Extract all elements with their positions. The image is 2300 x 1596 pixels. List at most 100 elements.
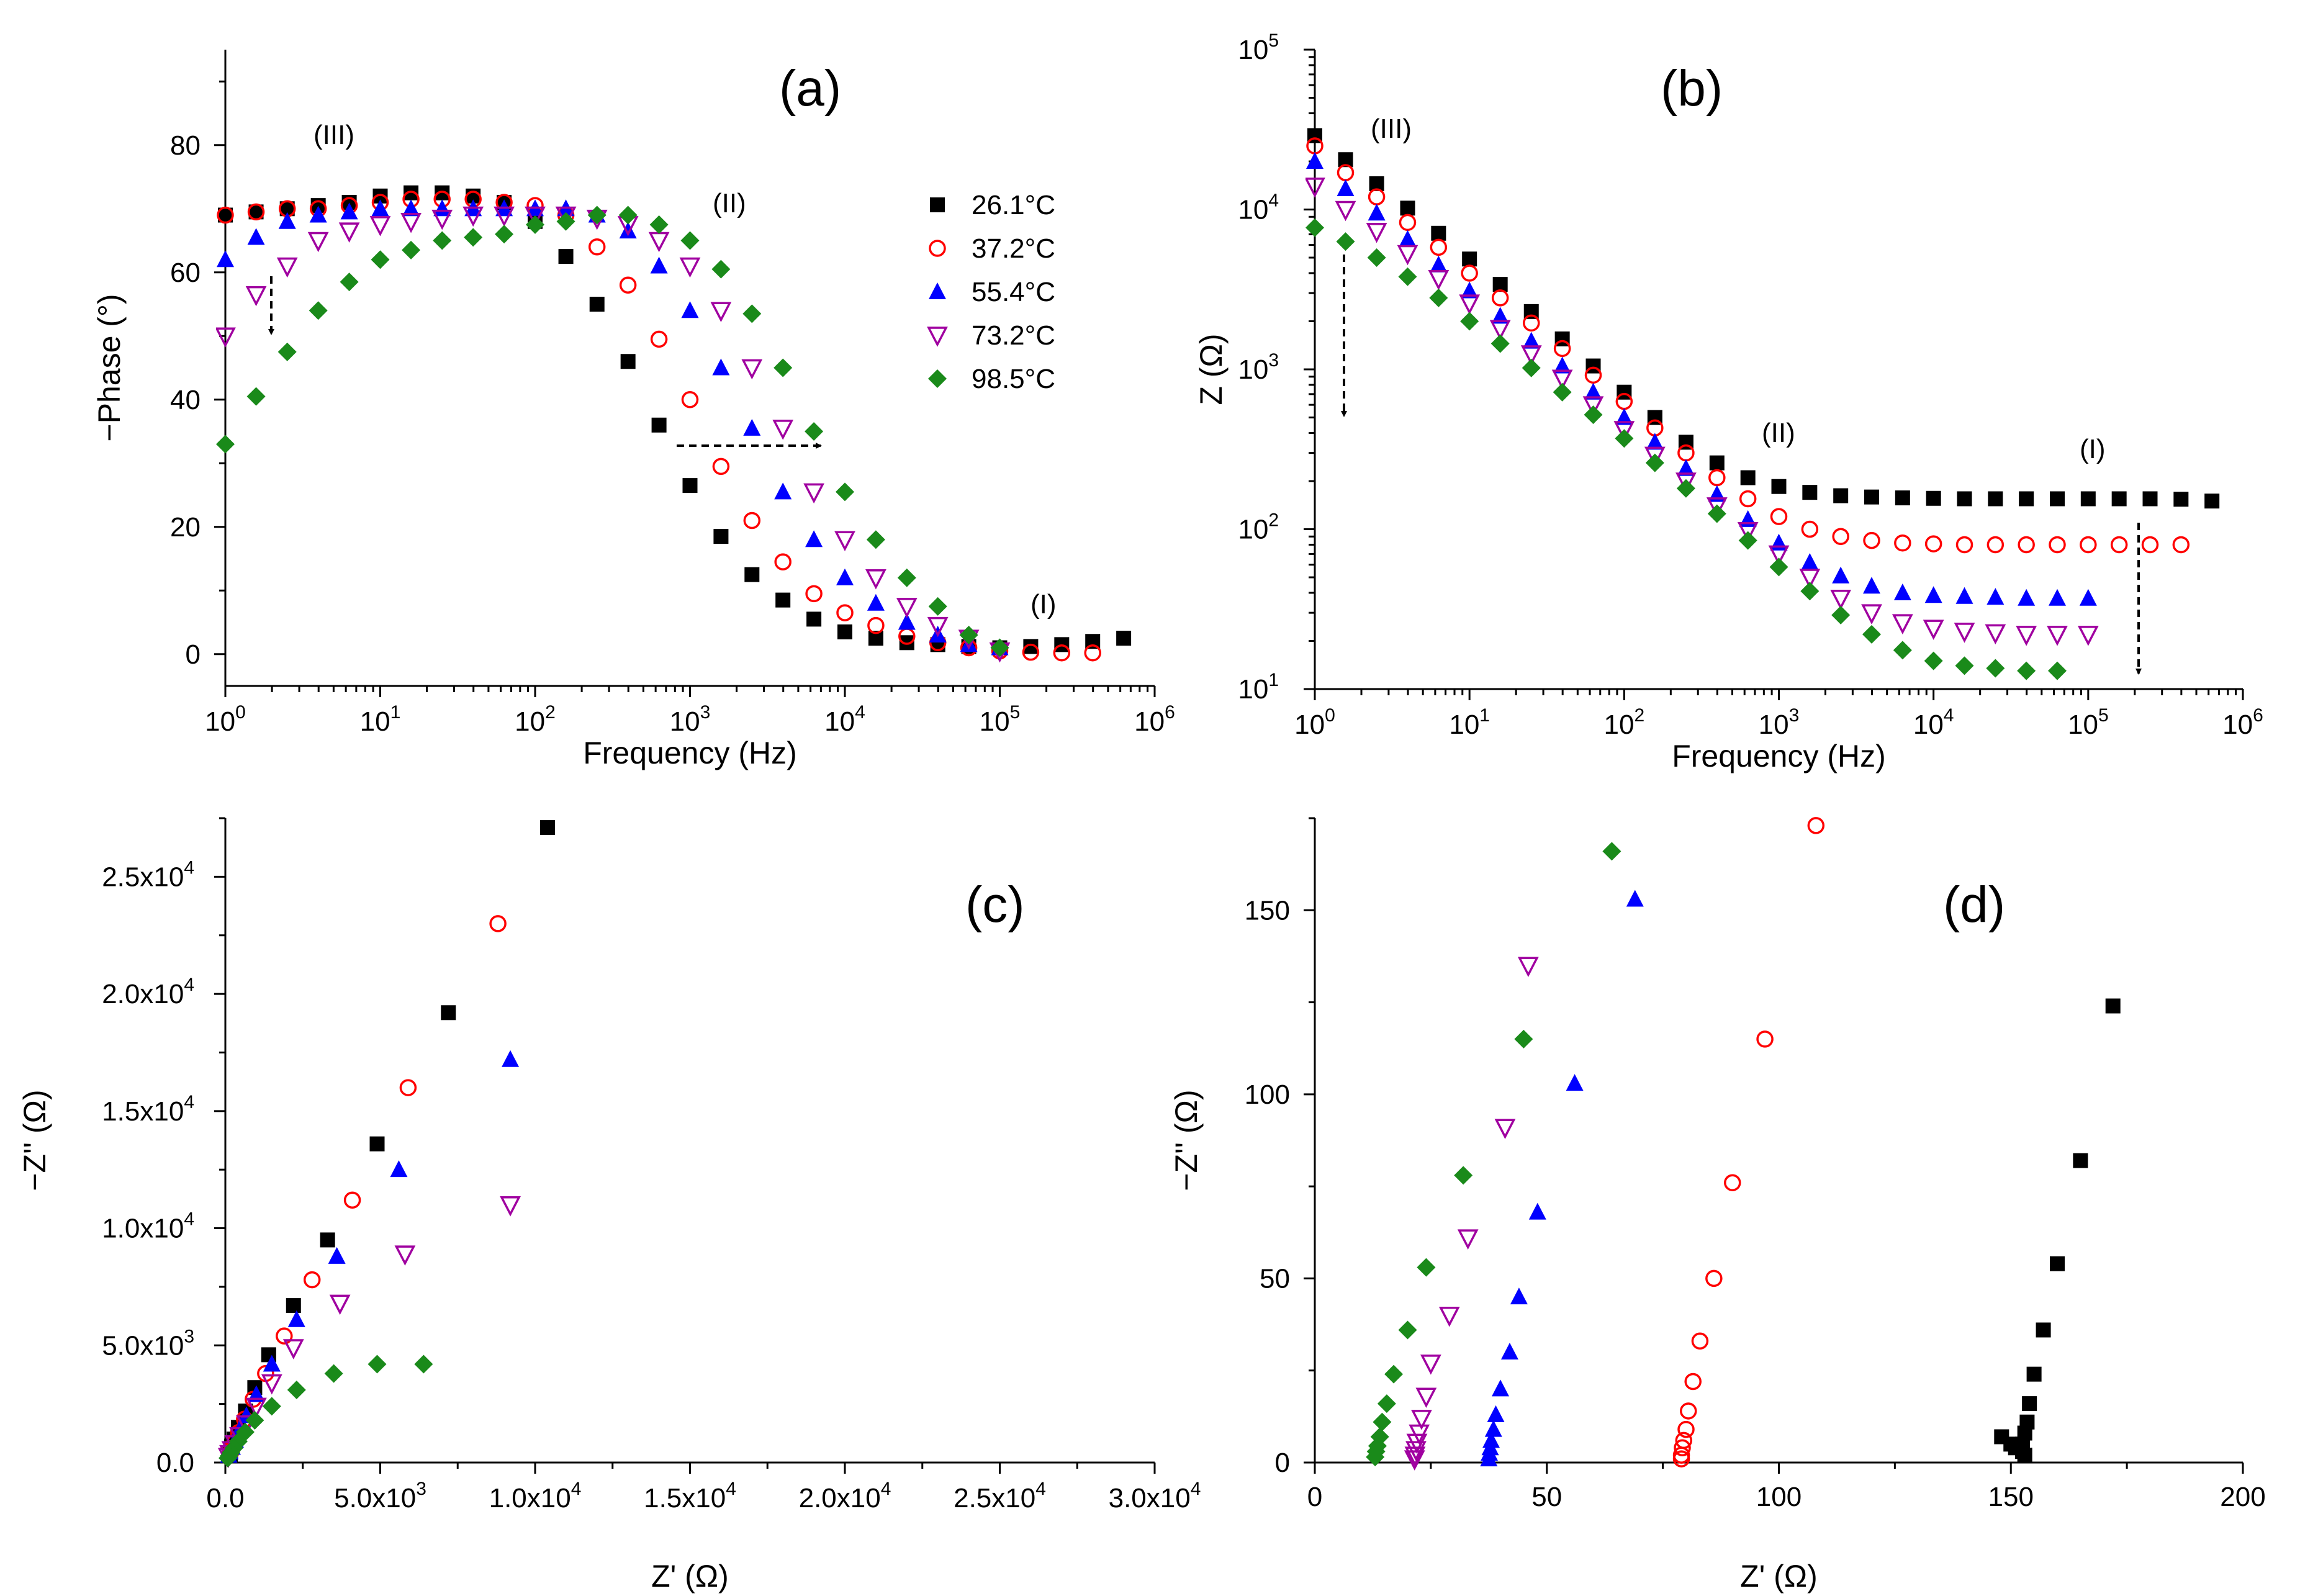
point-b-s2: [1368, 188, 1386, 205]
point-a-s1: [589, 297, 605, 312]
point-d-s5: [1398, 1320, 1417, 1340]
point-d-s4: [1494, 1119, 1516, 1140]
y-tick-label-c: 1.5x104: [102, 1092, 194, 1127]
point-b-s5: [1367, 248, 1386, 268]
point-b-s3: [1893, 583, 1911, 600]
point-b-s4: [1397, 245, 1418, 266]
point-b-s5: [1986, 659, 2005, 678]
point-a-s2: [1053, 644, 1071, 662]
point-b-s1: [1431, 225, 1446, 241]
point-b-s2: [1832, 528, 1849, 546]
x-axis-label-a: Frequency (Hz): [583, 736, 797, 770]
point-c-s4: [500, 1196, 521, 1217]
point-a-s4: [369, 216, 391, 237]
point-b-s5: [1645, 453, 1664, 472]
point-a-s4: [338, 222, 360, 243]
point-b-s3: [1801, 552, 1819, 570]
point-c-s2: [303, 1271, 321, 1289]
point-c-s3: [287, 1310, 305, 1327]
x-tick-label-a: 104: [824, 702, 865, 737]
point-b-s2: [1955, 536, 1973, 554]
point-d-s4: [1404, 1446, 1426, 1467]
point-d-s5: [1417, 1258, 1436, 1277]
point-d-s5: [1384, 1364, 1404, 1384]
point-a-s3: [805, 530, 823, 548]
point-a-s5: [959, 626, 978, 644]
point-a-s5: [897, 568, 916, 587]
point-a-s4: [245, 286, 267, 307]
points-c: [217, 820, 555, 1468]
point-b-s1: [1895, 490, 1910, 506]
point-d-s4: [1415, 1387, 1437, 1409]
points-a: [216, 185, 1132, 663]
annotation-b-I: (I): [2080, 434, 2106, 464]
point-a-s2: [619, 276, 637, 294]
x-tick-label-a: 105: [980, 702, 1021, 737]
point-b-s2: [1770, 508, 1788, 525]
legend-marker-5: [928, 369, 947, 388]
point-d-s2: [1679, 1402, 1697, 1420]
y-tick-label-a: 0: [186, 639, 201, 670]
point-a-s2: [1022, 643, 1040, 661]
point-d-s3: [1484, 1420, 1502, 1437]
point-b-s4: [2077, 626, 2099, 646]
point-c-s1: [286, 1298, 301, 1314]
point-b-s4: [1489, 320, 1511, 341]
point-b-s5: [1615, 429, 1634, 448]
x-tick-label-d: 100: [1756, 1482, 1802, 1512]
point-d-s2: [1674, 1439, 1691, 1457]
point-d-s2: [1724, 1174, 1741, 1191]
point-d-s5: [1514, 1029, 1533, 1048]
point-c-s2: [399, 1079, 417, 1096]
point-a-s3: [774, 482, 792, 500]
point-b-s2: [1337, 164, 1355, 181]
point-b-s5: [1924, 651, 1943, 670]
point-b-s3: [1987, 588, 2005, 605]
point-b-s5: [1738, 531, 1757, 550]
point-a-s3: [217, 250, 234, 268]
panel-label-d: (d): [1943, 877, 2005, 933]
y-tick-label-c: 1.0x104: [102, 1209, 194, 1244]
panel-d: 0 50 100 150 200 0 50 100 150 Z' (Ω) −Z'' (Ω): [1169, 817, 2266, 1594]
y-tick-label-a: 60: [170, 258, 201, 288]
point-d-s1: [2008, 1440, 2023, 1456]
y-tick-label-b: 105: [1238, 30, 1279, 65]
point-d-s3: [1492, 1379, 1509, 1397]
point-c-s4: [394, 1245, 416, 1266]
y-tick-label-d: 0: [1275, 1448, 1290, 1478]
point-a-s2: [712, 458, 730, 476]
point-b-s1: [1864, 489, 1879, 505]
point-b-s4: [1306, 178, 1325, 198]
point-a-s4: [307, 232, 329, 253]
point-a-s2: [867, 616, 885, 634]
point-a-s3: [681, 301, 699, 318]
point-c-s1: [320, 1232, 335, 1248]
point-b-s1: [2080, 491, 2096, 507]
point-b-s5: [1306, 218, 1324, 237]
point-d-s2: [1756, 1030, 1774, 1048]
point-a-s3: [712, 358, 730, 376]
point-b-s4: [1613, 421, 1635, 441]
point-d-s5: [1373, 1412, 1392, 1431]
point-a-s5: [649, 215, 669, 234]
legend-marker-3: [929, 282, 946, 299]
y-axis-label-a: −Phase (°): [92, 294, 127, 441]
y-tick-label-d: 50: [1260, 1263, 1290, 1294]
point-b-s5: [1955, 656, 1974, 675]
point-b-s5: [1893, 641, 1912, 660]
x-tick-label-b: 106: [2222, 705, 2263, 740]
legend-label-1: 26.1°C: [972, 190, 1055, 220]
legend-label-4: 73.2°C: [972, 320, 1055, 351]
point-a-s5: [433, 231, 452, 250]
panel-a: 100 101 102 103 104 105 106 0 20 40 60 80 Frequency …: [92, 50, 1175, 770]
point-b-s5: [1460, 312, 1479, 331]
point-a-s1: [620, 354, 636, 369]
point-a-s1: [713, 529, 729, 544]
point-c-s5: [218, 1448, 237, 1468]
point-a-s3: [836, 568, 854, 585]
point-a-s2: [1084, 644, 1101, 662]
point-b-s4: [1582, 396, 1604, 417]
point-a-s2: [650, 330, 668, 348]
point-a-s3: [371, 199, 389, 217]
x-tick-label-b: 101: [1449, 705, 1490, 740]
